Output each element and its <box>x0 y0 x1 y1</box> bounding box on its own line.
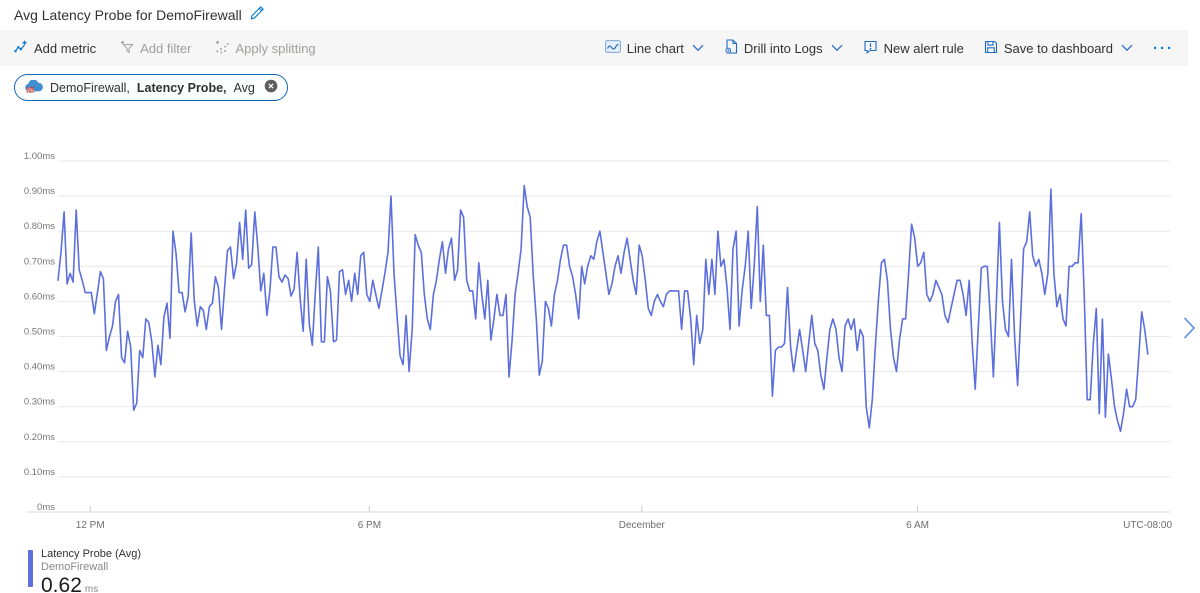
metrics-line-chart[interactable]: 1.00ms 0.90ms 0.80ms 0.70ms 0.60ms 0.50ms 0.40… <box>0 150 1200 550</box>
drill-into-logs-label: Drill into Logs <box>743 40 823 56</box>
chevron-right-icon <box>1183 316 1196 345</box>
legend-unit: ms <box>84 584 99 593</box>
save-icon <box>984 40 998 57</box>
new-alert-rule-button[interactable]: New alert rule <box>863 40 964 57</box>
svg-text:12 PM: 12 PM <box>76 520 105 531</box>
svg-text:0.70ms: 0.70ms <box>24 256 55 267</box>
metric-pill[interactable]: DemoFirewall, Latency Probe, Avg <box>14 74 288 101</box>
legend-text-block: Latency Probe (Avg) DemoFirewall 0.62 ms <box>41 548 141 593</box>
apply-splitting-icon <box>215 40 230 57</box>
add-metric-button[interactable]: Add metric <box>14 40 96 57</box>
line-chart-icon <box>604 40 621 56</box>
svg-text:0.80ms: 0.80ms <box>24 221 55 232</box>
firewall-icon <box>24 78 43 96</box>
legend-value-row: 0.62 ms <box>41 575 141 593</box>
svg-text:0ms: 0ms <box>37 502 55 513</box>
svg-text:0.20ms: 0.20ms <box>24 432 55 443</box>
new-alert-rule-label: New alert rule <box>883 40 964 56</box>
toolbar-left-group: Add metric Add filter Apply splitting <box>14 40 316 57</box>
toolbar-right-group: Line chart Drill into Logs New alert rul <box>604 39 1174 57</box>
chart-area: 1.00ms 0.90ms 0.80ms 0.70ms 0.60ms 0.50ms 0.40… <box>0 150 1200 550</box>
pill-metric: Latency Probe, <box>136 80 227 95</box>
pill-resource: DemoFirewall, <box>50 80 130 95</box>
svg-text:0.10ms: 0.10ms <box>24 467 55 478</box>
chart-toolbar: Add metric Add filter Apply splitting <box>0 30 1188 66</box>
svg-text:0.50ms: 0.50ms <box>24 327 55 338</box>
legend-color-bar <box>28 550 33 587</box>
svg-text:December: December <box>619 520 666 531</box>
new-alert-icon <box>863 40 878 57</box>
svg-text:6 PM: 6 PM <box>358 520 381 531</box>
metric-pill-row: DemoFirewall, Latency Probe, Avg <box>14 74 288 101</box>
edit-title-button[interactable] <box>250 5 265 25</box>
drill-into-logs-dropdown[interactable]: Drill into Logs <box>724 39 843 57</box>
add-filter-button[interactable]: Add filter <box>120 40 191 57</box>
remove-metric-button[interactable] <box>264 79 278 96</box>
line-chart-label: Line chart <box>626 40 684 56</box>
svg-text:6 AM: 6 AM <box>906 520 929 531</box>
legend-series-name: Latency Probe (Avg) <box>41 548 142 560</box>
svg-text:1.00ms: 1.00ms <box>24 151 55 162</box>
add-metric-label: Add metric <box>34 40 97 56</box>
chart-title-row: Avg Latency Probe for DemoFirewall <box>14 5 265 25</box>
pill-aggregation: Avg <box>233 80 255 95</box>
line-chart-dropdown[interactable]: Line chart <box>604 40 704 56</box>
svg-text:0.40ms: 0.40ms <box>24 362 55 373</box>
chevron-down-icon <box>1121 44 1133 52</box>
save-to-dashboard-dropdown[interactable]: Save to dashboard <box>984 40 1133 57</box>
add-filter-label: Add filter <box>140 40 192 56</box>
page-title: Avg Latency Probe for DemoFirewall <box>14 7 242 23</box>
legend-resource-name: DemoFirewall <box>41 561 109 573</box>
pencil-icon <box>250 5 265 25</box>
close-icon <box>264 79 278 96</box>
svg-text:UTC-08:00: UTC-08:00 <box>1123 520 1172 531</box>
legend-value: 0.62 <box>41 574 82 593</box>
chevron-down-icon <box>692 44 704 52</box>
svg-text:0.30ms: 0.30ms <box>24 397 55 408</box>
chart-pan-right-button[interactable] <box>1183 316 1196 345</box>
legend-item[interactable]: Latency Probe (Avg) DemoFirewall 0.62 ms <box>28 548 141 593</box>
add-filter-icon <box>120 40 134 57</box>
drill-logs-icon <box>724 39 738 57</box>
svg-text:0.60ms: 0.60ms <box>24 291 55 302</box>
more-options-button[interactable]: ··· <box>1153 39 1174 57</box>
save-to-dashboard-label: Save to dashboard <box>1003 40 1113 56</box>
apply-splitting-label: Apply splitting <box>235 40 316 56</box>
add-metric-icon <box>14 40 28 57</box>
apply-splitting-button[interactable]: Apply splitting <box>215 40 316 57</box>
svg-text:0.90ms: 0.90ms <box>24 186 55 197</box>
chevron-down-icon <box>831 44 843 52</box>
